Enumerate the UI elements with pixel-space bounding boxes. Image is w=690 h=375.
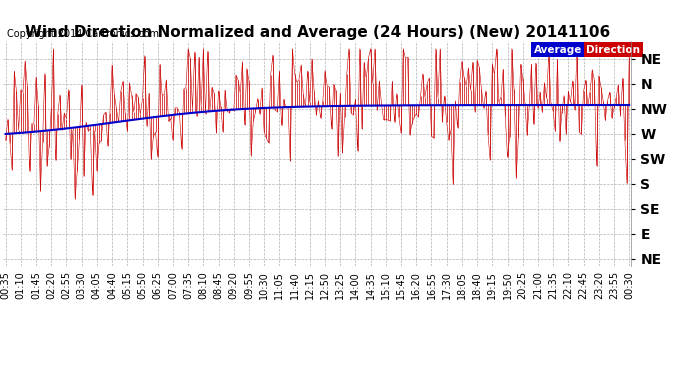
Text: Average: Average — [534, 45, 582, 55]
Text: Direction: Direction — [586, 45, 640, 55]
Text: Copyright 2014 Cartronics.com: Copyright 2014 Cartronics.com — [7, 29, 159, 39]
Title: Wind Direction Normalized and Average (24 Hours) (New) 20141106: Wind Direction Normalized and Average (2… — [25, 25, 610, 40]
